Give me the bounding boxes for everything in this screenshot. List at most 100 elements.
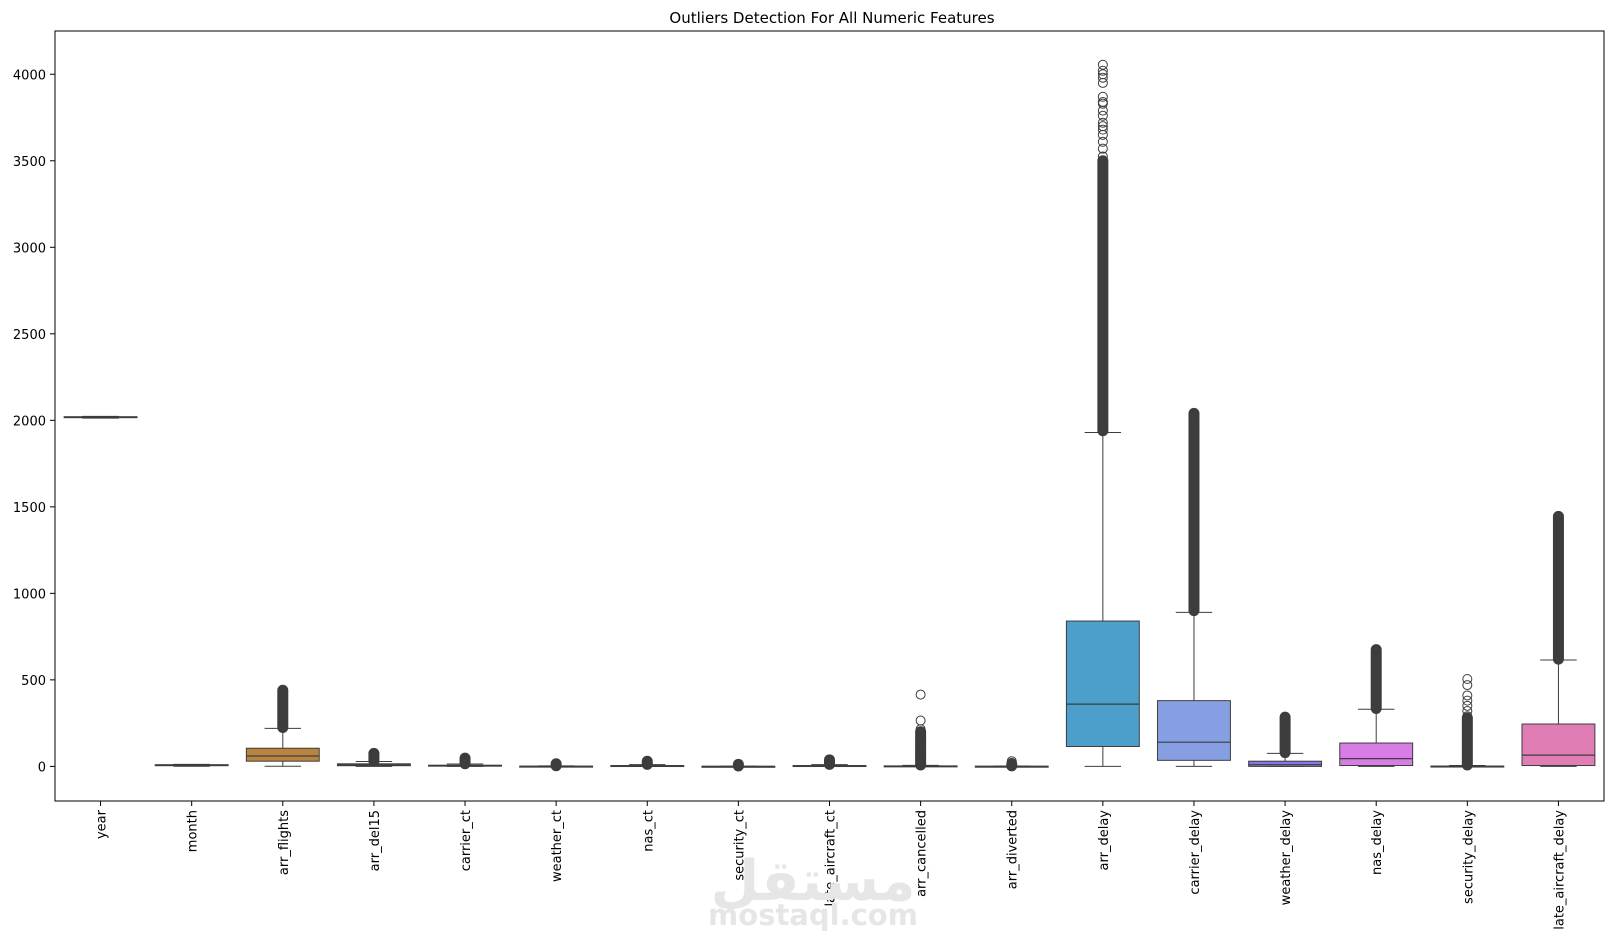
- outlier-band: [1188, 407, 1200, 617]
- x-tick-label: late_aircraft_ct: [824, 810, 839, 906]
- box-weather_delay: [1248, 711, 1323, 767]
- y-tick-label: 1000: [13, 587, 46, 602]
- box-arr_delay: [1065, 59, 1140, 767]
- x-tick-label: nas_ct: [641, 810, 656, 852]
- outlier-point: [460, 753, 471, 764]
- x-axis: year month arr_flights arr_del15 carrier_ct w…: [95, 801, 1567, 930]
- outlier-point: [1097, 129, 1108, 140]
- outlier-point: [642, 756, 653, 767]
- outlier-point: [277, 695, 288, 706]
- box-iqr: [1065, 620, 1140, 747]
- outlier-point: [1097, 77, 1108, 88]
- outlier-point: [915, 755, 926, 766]
- box-late_aircraft_delay: [1521, 510, 1596, 767]
- outlier-point: [277, 721, 288, 732]
- x-tick-label: nas_delay: [1370, 810, 1385, 875]
- box-nas_ct: [610, 755, 685, 770]
- box-iqr: [1521, 723, 1596, 767]
- box-iqr: [1248, 760, 1323, 767]
- outlier-point: [1462, 711, 1473, 722]
- outlier-point: [1462, 674, 1473, 685]
- y-tick-label: 3000: [13, 241, 46, 256]
- y-tick-label: 2000: [13, 414, 46, 429]
- outlier-point: [1097, 96, 1108, 107]
- box-month: [154, 763, 229, 767]
- x-tick-label: arr_del15: [368, 810, 383, 871]
- outlier-point: [915, 738, 926, 749]
- outlier-point: [277, 700, 288, 711]
- x-tick-label: carrier_ct: [459, 810, 474, 871]
- outlier-point: [915, 727, 926, 738]
- outlier-point: [1280, 712, 1291, 723]
- box-security_delay: [1430, 674, 1505, 771]
- outlier-point: [1097, 124, 1108, 135]
- watermark-arabic: مستقل: [711, 849, 916, 914]
- y-tick-label: 0: [38, 760, 46, 775]
- box-carrier_delay: [1157, 407, 1231, 767]
- box-weather_ct: [519, 758, 594, 772]
- outlier-point: [277, 690, 288, 701]
- box-arr_diverted: [974, 756, 1049, 772]
- y-tick-label: 500: [21, 674, 46, 689]
- outlier-point: [1462, 695, 1473, 706]
- outlier-point: [1006, 756, 1017, 767]
- outlier-point: [1097, 72, 1108, 83]
- outlier-point: [1188, 408, 1199, 419]
- outlier-point: [1097, 65, 1108, 76]
- box-arr_flights: [245, 684, 320, 767]
- x-tick-label: late_aircraft_delay: [1552, 810, 1567, 930]
- x-tick-label: year: [95, 809, 110, 839]
- box-arr_cancelled: [883, 689, 958, 771]
- outlier-point: [824, 754, 835, 765]
- outlier-point: [1462, 680, 1473, 691]
- outlier-point: [1097, 143, 1108, 154]
- outlier-band: [1279, 711, 1291, 759]
- x-tick-label: arr_cancelled: [915, 810, 930, 897]
- outlier-point: [1097, 136, 1108, 147]
- outlier-point: [1462, 706, 1473, 717]
- outlier-point: [1097, 59, 1108, 70]
- y-tick-label: 3500: [13, 155, 46, 170]
- x-tick-label: month: [186, 810, 201, 852]
- box-year: [63, 415, 138, 419]
- outlier-point: [915, 689, 926, 700]
- watermark-latin: mostaql.com: [708, 898, 918, 932]
- outlier-point: [277, 686, 288, 697]
- outlier-band: [1097, 155, 1109, 437]
- outlier-point: [915, 745, 926, 756]
- outlier-point: [1097, 69, 1108, 80]
- outlier-point: [1097, 121, 1108, 132]
- outlier-point: [915, 731, 926, 742]
- x-tick-label: security_delay: [1461, 810, 1476, 904]
- chart-title: Outliers Detection For All Numeric Featu…: [669, 9, 994, 27]
- outlier-point: [915, 715, 926, 726]
- outlier-band: [1461, 712, 1473, 771]
- outlier-point: [1553, 511, 1564, 522]
- outlier-point: [551, 758, 562, 769]
- outlier-point: [915, 758, 926, 769]
- y-tick-label: 1500: [13, 501, 46, 516]
- outlier-point: [277, 706, 288, 717]
- outlier-point: [1371, 644, 1382, 655]
- outlier-point: [1097, 151, 1108, 162]
- y-tick-label: 4000: [13, 68, 46, 83]
- outlier-point: [915, 735, 926, 746]
- box-iqr: [1157, 700, 1231, 761]
- outlier-point: [1097, 91, 1108, 102]
- y-tick-label: 2500: [13, 328, 46, 343]
- box-arr_del15: [336, 747, 411, 767]
- outlier-point: [915, 742, 926, 753]
- outlier-point: [277, 711, 288, 722]
- box-late_aircraft_ct: [792, 754, 867, 770]
- box-iqr: [245, 747, 320, 762]
- box-security_ct: [701, 758, 776, 772]
- boxes-layer: [63, 59, 1596, 772]
- y-axis: 0 500 1000 1500 2000 2500 3000 3500 4000: [13, 68, 55, 775]
- x-tick-label: carrier_delay: [1188, 810, 1203, 895]
- x-tick-label: arr_delay: [1097, 810, 1112, 871]
- box-carrier_ct: [428, 752, 502, 770]
- outlier-band: [1552, 510, 1564, 665]
- outlier-point: [1097, 110, 1108, 121]
- outlier-point: [368, 748, 379, 759]
